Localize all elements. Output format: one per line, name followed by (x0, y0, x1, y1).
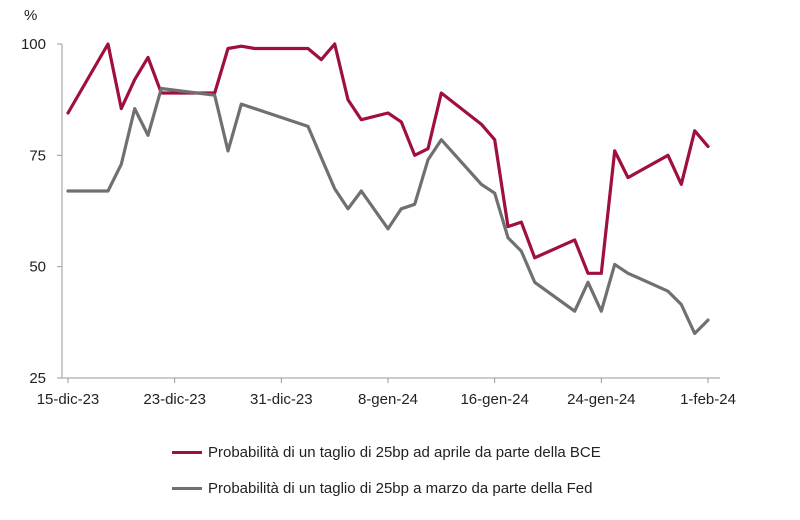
x-tick-label: 8-gen-24 (358, 391, 418, 408)
x-tick-label: 24-gen-24 (567, 391, 635, 408)
legend-swatch-bce (172, 450, 202, 454)
x-axis-ticks: 15-dic-23 23-dic-23 31-dic-23 8-gen-24 16-ge… (37, 378, 736, 408)
x-tick-label: 31-dic-23 (250, 391, 313, 408)
x-tick-label: 16-gen-24 (460, 391, 528, 408)
x-tick-label: 1-feb-24 (680, 391, 736, 408)
x-tick-label: 23-dic-23 (143, 391, 206, 408)
y-unit-label: % (24, 7, 37, 24)
series-lines (66, 42, 710, 336)
series-line-fed (66, 86, 710, 336)
legend-item-bce: Probabilità di un taglio di 25bp ad apri… (172, 441, 601, 463)
line-chart: % 25 50 75 100 15-dic-23 23-dic-23 31-dic-23 8… (21, 7, 736, 408)
y-tick-label: 100 (21, 36, 46, 53)
y-tick-label: 25 (29, 370, 46, 387)
legend: Probabilità di un taglio di 25bp ad apri… (172, 441, 601, 499)
y-tick-label: 75 (29, 147, 46, 164)
y-axis-ticks: 25 50 75 100 (21, 36, 62, 387)
legend-label-bce: Probabilità di un taglio di 25bp ad apri… (208, 443, 601, 461)
chart-axes (61, 44, 720, 379)
legend-label-fed: Probabilità di un taglio di 25bp a marzo… (208, 479, 593, 497)
legend-item-fed: Probabilità di un taglio di 25bp a marzo… (172, 477, 601, 499)
legend-swatch-fed (172, 486, 202, 490)
series-line-bce (66, 42, 710, 275)
x-tick-label: 15-dic-23 (37, 391, 100, 408)
y-tick-label: 50 (29, 259, 46, 276)
